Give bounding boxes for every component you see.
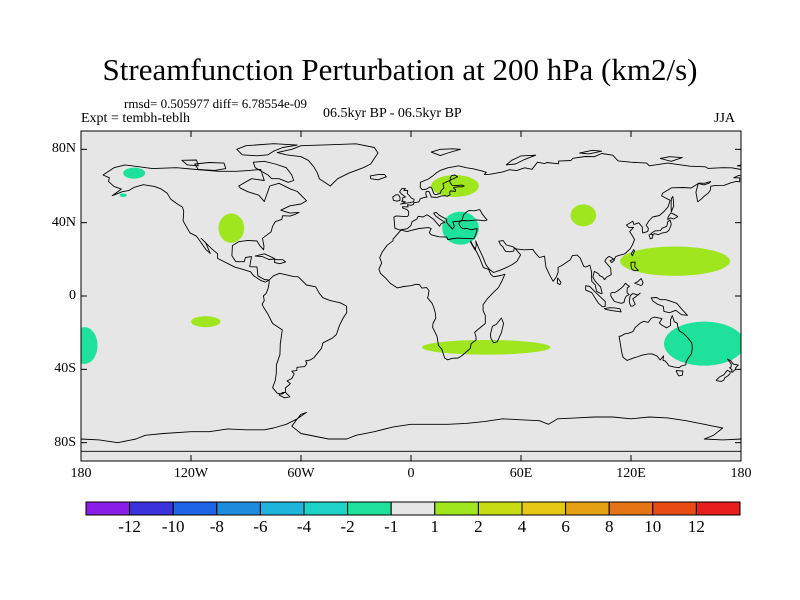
colorbar-swatch: [259, 501, 305, 516]
coastline-wrangel-island: [736, 164, 741, 167]
colorbar-label: -6: [253, 517, 268, 536]
colorbar-label: 4: [517, 517, 527, 536]
coastline-baffin-island: [252, 160, 295, 183]
colorbar-swatch: [172, 501, 218, 516]
y-tick-label: 80N: [51, 141, 76, 157]
x-tick-label: 180: [730, 466, 752, 481]
coastline-australia: [618, 315, 693, 369]
coastline-sulawesi: [628, 292, 641, 307]
coastline-borneo: [610, 282, 630, 304]
colorbar-swatch: [303, 501, 349, 516]
x-tick-label: 0: [407, 466, 415, 481]
y-tick-label: 40N: [51, 214, 76, 230]
colorbar-label: -8: [209, 517, 224, 536]
coastline-sumatra: [585, 285, 606, 308]
coastline-hainan: [609, 258, 615, 264]
coastline-japan-kyushu: [648, 233, 654, 240]
colorbar-label: 10: [644, 517, 662, 536]
colorbar-label: -10: [161, 517, 185, 536]
colorbar-swatch: [85, 501, 131, 516]
colorbar-label: -1: [384, 517, 399, 536]
coastline-ireland: [392, 194, 401, 202]
coastline-japan-hokkaido: [667, 212, 679, 221]
stats-text: rmsd= 0.505977 diff= 6.78554e-09: [124, 96, 308, 111]
colorbar-swatch: [129, 501, 174, 516]
coastline-mindanao: [634, 277, 644, 286]
coastline-banks-island: [181, 159, 199, 167]
coastline-svalbard: [430, 148, 461, 157]
coastline-new-guinea: [650, 297, 688, 316]
coastline-iceland: [369, 173, 387, 181]
coastline-victoria-island: [194, 162, 227, 171]
season-label: JJA: [714, 111, 736, 126]
colorbar-swatch: [521, 501, 567, 516]
colorbar-label: -2: [340, 517, 355, 536]
colorbar-swatch: [695, 501, 741, 516]
anomaly-north-america-positive: [218, 213, 245, 243]
coastline-new-siberian-islands: [659, 156, 683, 162]
colorbar-label: 6: [561, 517, 570, 536]
x-tick-label: 120W: [173, 466, 209, 481]
anomaly-alaska-negative: [123, 167, 146, 179]
coastline-luzon: [630, 261, 639, 272]
coastline-taiwan: [630, 249, 635, 257]
colorbar-swatch: [216, 501, 261, 516]
colorbar-swatch: [390, 501, 436, 516]
coastline-japan-honshu: [650, 219, 672, 236]
anomaly-central-asia-positive: [570, 204, 597, 227]
coastline-ellesmere-island: [236, 143, 298, 157]
coastline-java: [603, 307, 622, 313]
anomaly-northwest-pacific-positive: [620, 246, 730, 276]
x-tick-label: 60E: [509, 466, 533, 481]
coastline-eurasia: [378, 153, 741, 361]
coastline-novaya-zemlya: [505, 154, 537, 166]
coastline-new-zealand-south: [715, 369, 731, 382]
map-background: [81, 131, 741, 461]
figure-title: Streamfunction Perturbation at 200 hPa (…: [102, 52, 698, 87]
y-tick-label: 80S: [54, 434, 76, 450]
coastline-hispaniola: [274, 259, 287, 265]
coastline-south-america: [261, 272, 348, 395]
coastline-north-america: [102, 164, 307, 283]
anomaly-southern-africa-positive: [422, 340, 551, 355]
colorbar-swatch: [477, 501, 523, 516]
colorbar-swatch: [652, 501, 697, 516]
y-tick-label: 40S: [54, 361, 76, 377]
anomaly-south-pacific-west-negative: [81, 327, 98, 364]
colorbar-label: 2: [474, 517, 483, 536]
coastline-sakhalin: [670, 195, 675, 213]
colorbar-label: 12: [687, 517, 705, 536]
coastline-tasmania: [675, 370, 684, 377]
coastline-great-britain: [399, 188, 415, 205]
colorbar-label: -12: [118, 517, 141, 536]
y-tick-label: 0: [69, 288, 76, 303]
coastline-antarctica: [81, 411, 741, 452]
period-label: 06.5kyr BP - 06.5kyr BP: [323, 106, 462, 121]
coastline-new-zealand-north: [727, 358, 739, 373]
anomaly-east-pacific-positive: [191, 316, 221, 328]
anomaly-alaska-small-negative: [119, 193, 127, 198]
anomaly-mediterranean-negative: [442, 211, 479, 245]
x-tick-label: 60W: [287, 466, 315, 481]
x-tick-label: 180: [70, 466, 92, 481]
coastline-greenland: [276, 143, 379, 187]
colorbar-swatch: [608, 501, 654, 516]
colorbar-label: -4: [296, 517, 312, 536]
anomaly-southwest-pacific-negative: [664, 321, 741, 366]
colorbar-label: 1: [430, 517, 440, 536]
colorbar-swatch: [347, 501, 392, 516]
coastline-cuba: [254, 253, 276, 260]
coastline-tierra-del-fuego: [278, 391, 291, 399]
anomaly-scandinavia-positive: [431, 175, 479, 197]
colorbar-swatch: [565, 501, 610, 516]
experiment-label: Expt = tembh-teblh: [81, 111, 190, 126]
coastline-severnaya-zemlya: [579, 149, 603, 155]
coastline-madagascar: [489, 317, 505, 344]
colorbar-label: 8: [604, 517, 614, 536]
coastline-sri-lanka: [556, 277, 562, 286]
x-tick-label: 120E: [616, 466, 646, 481]
colorbar-swatch: [434, 501, 479, 516]
